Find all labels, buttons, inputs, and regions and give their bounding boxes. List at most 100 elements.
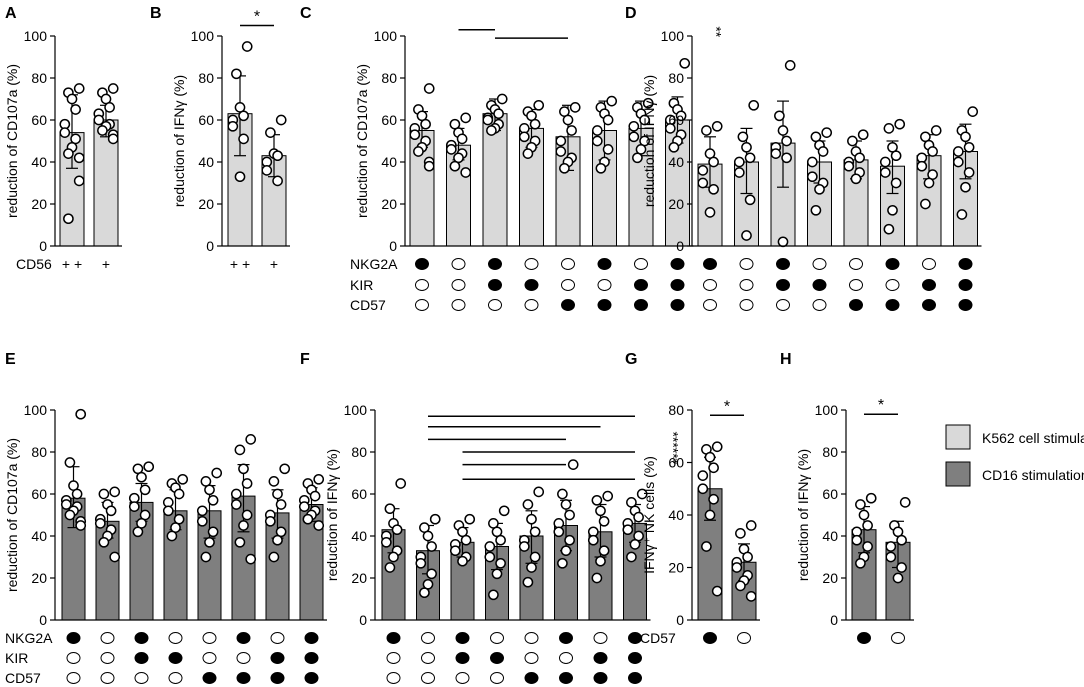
data-point [464, 513, 476, 525]
data-point [60, 499, 72, 510]
marker-dot-kir [66, 652, 81, 664]
data-point [196, 505, 208, 517]
data-point [960, 131, 971, 143]
y-tick-label: 60 [198, 112, 214, 128]
y-tick-label: 40 [31, 154, 47, 170]
data-point [555, 146, 567, 157]
marker-dot-nkg2a [561, 258, 575, 270]
data-point [298, 501, 310, 512]
y-tick-label: 100 [661, 28, 685, 44]
marker-dot-cd57 [488, 299, 502, 311]
panel-letter: A [5, 5, 17, 22]
marker-dot-cd57 [670, 299, 685, 311]
side-significance-stars: ****** [666, 431, 682, 464]
marker-dot-kir [922, 279, 936, 291]
data-point [457, 555, 468, 567]
marker-dot-kir [634, 279, 648, 291]
data-point [460, 112, 472, 124]
marker-dot-cd57 [958, 299, 973, 311]
data-point [422, 530, 434, 542]
x-tick-label: + + [230, 256, 250, 272]
marker-dot-kir [386, 652, 401, 664]
y-tick-label: 40 [668, 154, 684, 170]
marker-dot-kir [958, 279, 973, 291]
data-point [843, 160, 855, 172]
data-point [679, 57, 691, 69]
marker-dot-cd57 [857, 632, 871, 644]
data-point [636, 488, 648, 500]
data-point [105, 505, 117, 517]
marker-dot-nkg2a [236, 632, 251, 644]
marker-dot-cd57 [66, 672, 81, 684]
data-point [622, 524, 634, 536]
data-point [419, 587, 430, 599]
data-point [731, 562, 743, 573]
data-point [806, 171, 818, 183]
data-point [887, 204, 898, 216]
marker-dot-nkg2a [634, 258, 648, 270]
marker-dot-nkg2a [812, 258, 827, 270]
y-tick-label: 20 [668, 196, 684, 212]
marker-dot-nkg2a [134, 632, 149, 644]
data-point [675, 110, 687, 122]
data-point [234, 171, 246, 183]
data-point [230, 488, 242, 500]
data-point [708, 493, 719, 505]
marker-dot-kir [739, 279, 754, 291]
marker-dot-cd57 [922, 299, 936, 311]
panels: A 0 20 40 60 80 100 reduction of CD107a (%) + + +… [4, 5, 982, 686]
data-point [275, 499, 287, 510]
marker-dot-nkg2a [524, 258, 539, 270]
data-point [704, 509, 716, 521]
data-point [196, 515, 208, 527]
data-point [851, 534, 863, 546]
data-point [264, 515, 276, 527]
data-point [817, 146, 829, 157]
data-point [553, 526, 565, 538]
row-label-nkg2a: NKG2A [350, 256, 398, 272]
marker-dot-nkg2a [490, 632, 504, 644]
data-point [591, 494, 603, 506]
data-point [456, 133, 468, 145]
y-tick-label: 0 [830, 612, 838, 628]
data-point [890, 177, 902, 189]
y-tick-label: 0 [389, 238, 397, 254]
data-point [701, 125, 712, 136]
data-point [557, 557, 568, 569]
data-point [862, 520, 873, 531]
data-point [272, 175, 283, 187]
data-point [94, 518, 106, 529]
data-point [814, 183, 825, 195]
data-point [238, 463, 249, 475]
y-tick-label: 80 [822, 444, 838, 460]
data-point [598, 515, 610, 527]
data-point [309, 490, 321, 502]
data-point [810, 204, 822, 216]
data-point [313, 473, 325, 485]
marker-dot-nkg2a [559, 632, 573, 644]
data-point [560, 499, 572, 510]
data-point [245, 553, 257, 565]
marker-dot-cd57 [559, 672, 573, 684]
data-point [744, 194, 756, 206]
y-tick-label: 60 [31, 112, 47, 128]
data-point [587, 534, 599, 546]
data-point [177, 473, 189, 485]
data-point [642, 97, 654, 109]
panel-letter: B [150, 5, 162, 22]
data-point [708, 462, 719, 474]
marker-dot-cd57 [168, 672, 183, 684]
y-tick-label: 80 [381, 70, 397, 86]
data-point [518, 131, 530, 143]
y-tick-label: 60 [668, 112, 684, 128]
data-point [952, 156, 964, 168]
marker-dot-kir [421, 652, 435, 664]
marker-dot-kir [524, 279, 539, 291]
marker-dot-kir [812, 279, 827, 291]
data-point [927, 146, 938, 157]
data-point [245, 434, 257, 445]
marker-dot-cd57 [597, 299, 612, 311]
data-point [234, 536, 246, 548]
marker-dot-kir [670, 279, 685, 291]
y-tick-label: 60 [351, 486, 367, 502]
